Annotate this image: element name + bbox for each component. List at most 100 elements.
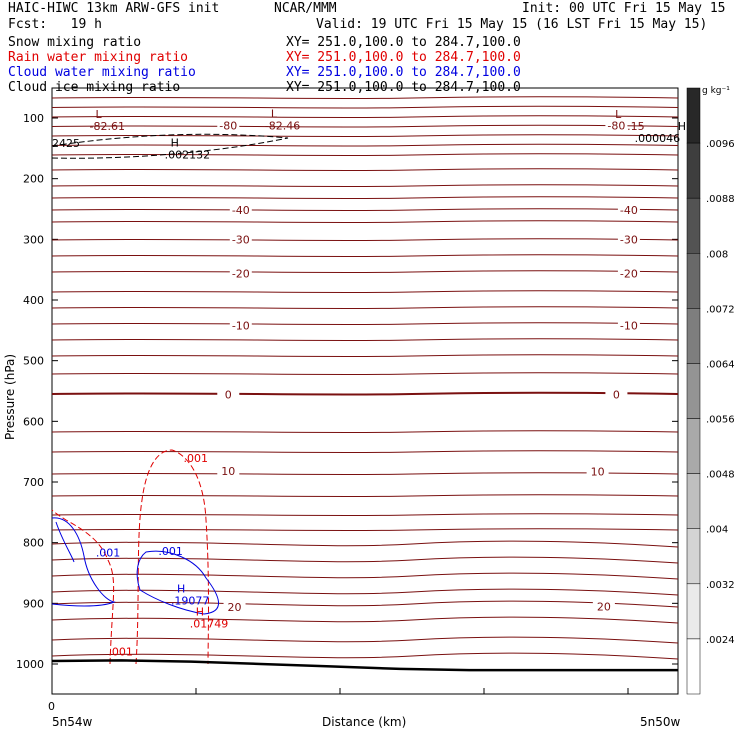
colorbar-swatch	[686, 583, 701, 640]
temperature-isotherm	[51, 636, 679, 644]
snow-field-label: Snow mixing ratio	[8, 35, 142, 50]
colorbar-label: .0048	[706, 470, 735, 481]
temperature-isotherm	[51, 450, 679, 454]
extremum-mark: H	[196, 605, 204, 618]
contour-label-bg	[217, 118, 240, 131]
contour-label-bg	[617, 203, 640, 216]
extremum-value: -82.61	[90, 120, 125, 133]
temperature-isotherm	[51, 322, 679, 326]
x-axis-label: Distance (km)	[322, 715, 406, 729]
extremum-value: .01749	[190, 617, 229, 630]
temperature-isotherm	[51, 134, 679, 138]
y-tick-label: 300	[23, 233, 44, 246]
temperature-isotherm	[51, 652, 679, 660]
temperature-contour-label: -40	[232, 204, 250, 217]
temperature-isotherm	[51, 556, 679, 564]
colorbar-swatch	[686, 473, 701, 529]
temperature-isotherm	[51, 572, 679, 580]
extremum-mark: H	[171, 137, 179, 150]
temperature-isotherm	[51, 391, 679, 396]
y-tick-label: 700	[23, 476, 44, 489]
temperature-isotherm	[51, 270, 679, 274]
temperature-contour-label: 10	[221, 465, 235, 478]
y-axis-label: Pressure (hPa)	[3, 354, 17, 440]
temperature-isotherm	[51, 115, 679, 119]
ground-surface	[51, 659, 678, 672]
colorbar-label: .0088	[706, 194, 735, 205]
colorbar-swatch	[686, 528, 701, 585]
extremum-value: .000046	[635, 132, 681, 145]
valid-time: Valid: 19 UTC Fri 15 May 15 (16 LST Fri …	[316, 17, 708, 32]
temperature-contour-label: 0	[613, 389, 620, 402]
contour-label-bg	[229, 203, 252, 216]
y-tick-label: 900	[23, 597, 44, 610]
temperature-isotherm	[51, 372, 679, 376]
temperature-isotherm	[51, 238, 679, 242]
temperature-isotherm	[51, 540, 679, 548]
temperature-contour-label: -10	[620, 319, 638, 332]
distance-axis	[51, 688, 629, 694]
temperature-isotherm	[51, 96, 679, 100]
temperature-isotherm	[51, 124, 679, 128]
temperature-contour-label: -20	[232, 267, 250, 280]
temperature-isotherm	[51, 220, 679, 224]
temperature-isotherm	[51, 168, 679, 172]
temperature-isotherm	[51, 472, 679, 476]
plot-frame	[51, 87, 679, 695]
model-title: HAIC-HIWC 13km ARW-GFS init	[8, 1, 220, 16]
contour-label-bg	[229, 318, 252, 331]
contour-label-bg	[605, 387, 628, 400]
contour-label-bg	[229, 266, 252, 279]
cloud-water-contour-left	[51, 517, 116, 607]
mixing-ratio-label: .001	[108, 646, 133, 659]
forecast-hour: Fcst: 19 h	[8, 17, 102, 32]
temperature-contour-label: 20	[597, 600, 611, 613]
colorbar-label: .0096	[706, 139, 735, 150]
temperature-isotherm	[51, 184, 679, 188]
y-tick-label: 500	[23, 355, 44, 368]
temperature-contour-label: 10	[591, 466, 605, 479]
mixing-ratio-label: 2425	[52, 137, 80, 150]
temperature-isotherm	[51, 196, 679, 200]
y-tick-label: 200	[23, 173, 44, 186]
temperature-contours	[51, 96, 679, 660]
y-tick-label: 1000	[16, 658, 44, 671]
extremum-mark: H	[678, 120, 686, 133]
contour-label-bg	[617, 318, 640, 331]
temperature-isotherm	[51, 513, 679, 517]
extremum-value: .002132	[165, 149, 211, 162]
x-left-endpoint-label: 5n54w	[52, 715, 93, 729]
cloud-water-field-xy: XY= 251.0,100.0 to 284.7,100.0	[286, 65, 521, 80]
colorbar-swatch	[686, 87, 701, 144]
temperature-isotherm	[51, 153, 679, 157]
contour-label-bg	[217, 387, 240, 400]
y-tick-label: 600	[23, 415, 44, 428]
y-tick-label: 100	[23, 112, 44, 125]
extremum-mark: H	[177, 582, 185, 595]
temperature-contour-label: 0	[225, 389, 232, 402]
temperature-isotherm	[51, 338, 679, 342]
extremum-mark: L	[615, 108, 622, 121]
colorbar-label: .0072	[706, 304, 735, 315]
temperature-contour-labels: -80 -80 -40 -40 -30 -30 -20 -20 -10 -10 0 0 10 10 20 20	[217, 118, 640, 614]
colorbar-label: .0024	[706, 635, 735, 646]
colorbar-label: .0064	[706, 359, 735, 370]
rain-water-contour	[51, 449, 209, 665]
extremum-mark: L	[96, 108, 103, 121]
init-time: Init: 00 UTC Fri 15 May 15	[522, 1, 726, 16]
extremum-value: -82.46	[265, 119, 300, 132]
contour-label-bg	[592, 599, 615, 612]
temperature-contour-label: -80	[607, 119, 625, 132]
contour-label-bg	[586, 464, 609, 477]
temperature-isotherm	[51, 105, 679, 109]
colorbar-swatch	[686, 418, 701, 474]
temperature-isotherm	[51, 290, 679, 294]
rain-field-label: Rain water mixing ratio	[8, 50, 189, 65]
contour-label-bg	[217, 464, 240, 477]
colorbar-swatch	[686, 197, 701, 254]
temperature-contour-label: -10	[232, 319, 250, 332]
temperature-isotherm	[51, 528, 679, 532]
organization-label: NCAR/MMM	[274, 1, 337, 16]
